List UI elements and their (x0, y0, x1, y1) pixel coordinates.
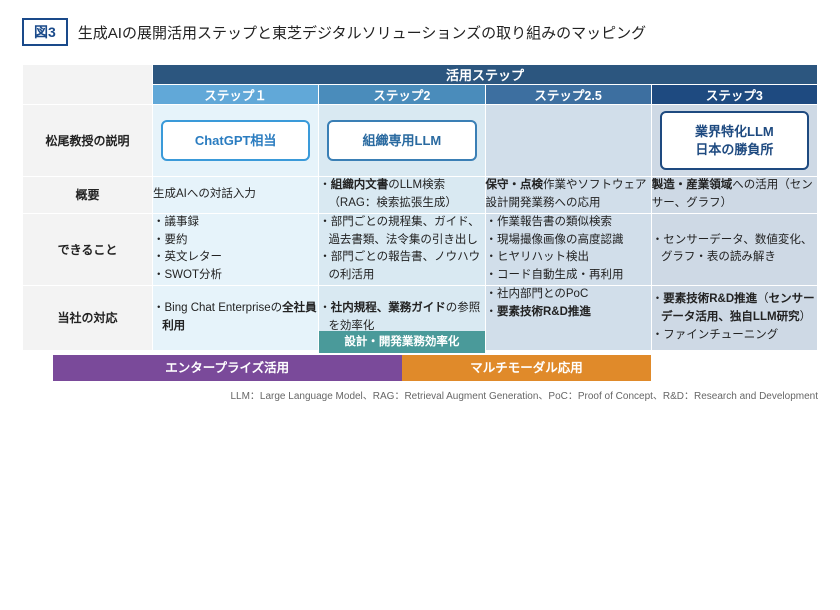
cell-r1s1: ChatGPT相当 (153, 105, 319, 177)
bar-enterprise: エンタープライズ活用 (53, 355, 402, 381)
row2-label: 概要 (23, 177, 153, 214)
row1-label: 松尾教授の説明 (23, 105, 153, 177)
figure-title: 生成AIの展開活用ステップと東芝デジタルソリューションズの取り組みのマッピング (78, 22, 646, 43)
cell-r2s3: 製造・産業領域への活用（センサー、グラフ） (651, 177, 817, 214)
row3-label: できること (23, 213, 153, 285)
cell-r3s2: 部門ごとの規程集、ガイド、過去書類、法令集の引き出し部門ごとの報告書、ノウハウの… (319, 213, 485, 285)
callout-industry: 業界特化LLM日本の勝負所 (660, 111, 809, 170)
bar-multimodal: マルチモーダル応用 (402, 355, 651, 381)
corner-cell (23, 65, 153, 105)
step3-header: ステップ3 (651, 85, 817, 105)
step1-header: ステップ１ (153, 85, 319, 105)
cell-r1s2: 組織専用LLM (319, 105, 485, 177)
figure-badge: 図3 (22, 18, 68, 46)
callout-orgllm: 組織専用LLM (327, 120, 476, 162)
figure-header: 図3 生成AIの展開活用ステップと東芝デジタルソリューションズの取り組みのマッピ… (22, 18, 818, 46)
cell-r1s3: 業界特化LLM日本の勝負所 (651, 105, 817, 177)
cell-r1s2_5 (485, 105, 651, 177)
bar-design-dev: 設計・開発業務効率化 (319, 331, 485, 353)
bottom-bars: 設計・開発業務効率化 エンタープライズ活用 マルチモーダル応用 (22, 351, 818, 381)
row4-label: 当社の対応 (23, 285, 153, 350)
step2-header: ステップ2 (319, 85, 485, 105)
cell-r3s1: 議事録要約英文レターSWOT分析 (153, 213, 319, 285)
cell-r2s1: 生成AIへの対話入力 (153, 177, 319, 214)
cell-r4s1: Bing Chat Enterpriseの全社員利用 (153, 285, 319, 350)
cell-r3s2_5: 作業報告書の類似検索現場撮像画像の高度認識ヒヤリハット検出コード自動生成・再利用 (485, 213, 651, 285)
cell-r2s2_5: 保守・点検作業やソフトウェア設計開発業務への応用 (485, 177, 651, 214)
mapping-table: 活用ステップ ステップ１ ステップ2 ステップ2.5 ステップ3 松尾教授の説明… (22, 64, 818, 351)
cell-r4s2_5: 社内部門とのPoC要素技術R&D推進 (485, 285, 651, 350)
cell-r3s3: センサーデータ、数値変化、グラフ・表の読み解き (651, 213, 817, 285)
step2_5-header: ステップ2.5 (485, 85, 651, 105)
footnote: LLM：Large Language Model、RAG：Retrieval A… (22, 387, 818, 402)
cell-r2s2: 組織内文書のLLM検索（RAG：検索拡張生成） (319, 177, 485, 214)
cell-r4s3: 要素技術R&D推進（センサーデータ活用、独自LLM研究）ファインチューニング (651, 285, 817, 350)
callout-chatgpt: ChatGPT相当 (161, 120, 310, 162)
top-header: 活用ステップ (153, 65, 818, 85)
